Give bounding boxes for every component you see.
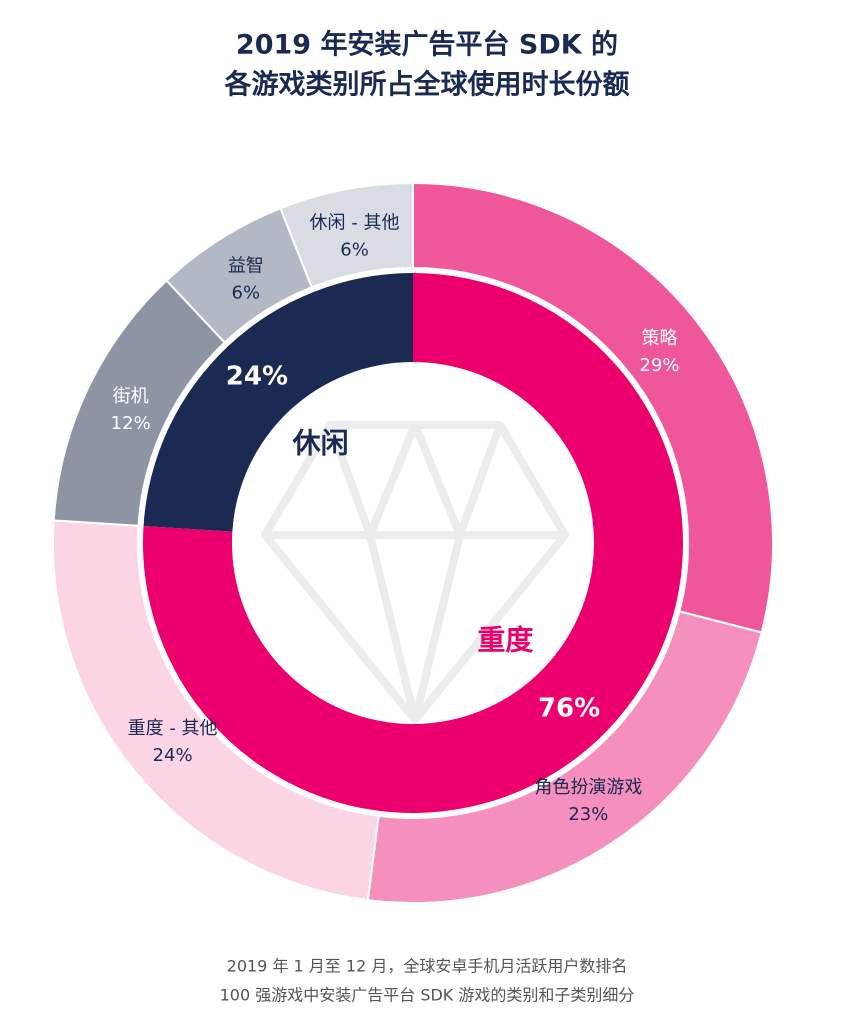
value-label: 6%	[232, 283, 261, 304]
donut-segment	[412, 181, 774, 634]
value-label: 24%	[153, 745, 193, 766]
category-label: 重度	[477, 623, 533, 656]
category-label: 角色扮演游戏	[534, 777, 642, 798]
value-label: 23%	[568, 804, 608, 825]
value-label: 6%	[340, 240, 369, 261]
category-label: 重度 - 其他	[128, 718, 218, 739]
value-label: 24%	[226, 361, 288, 391]
value-label: 76%	[538, 694, 600, 724]
footnote: 100 强游戏中安装广告平台 SDK 游戏的类别和子类别细分	[220, 986, 635, 1005]
category-label: 街机	[113, 386, 149, 407]
diamond-decoration	[261, 421, 569, 724]
category-label: 休闲 - 其他	[310, 213, 400, 234]
donut-segment	[143, 273, 413, 532]
value-label: 29%	[640, 355, 680, 376]
donut-segment	[279, 181, 414, 289]
chart-title: 各游戏类别所占全球使用时长份额	[224, 69, 630, 101]
value-label: 12%	[111, 413, 151, 434]
footnote: 2019 年 1 月至 12 月，全球安卓手机月活跃用户数排名	[227, 957, 628, 976]
chart-title: 2019 年安装广告平台 SDK 的	[236, 29, 618, 61]
labels: 76% 重度 24% 休闲 策略 29% 角色扮演游戏 23% 重度 - 其他 24% 街机 12% 益…	[111, 213, 680, 826]
category-label: 益智	[228, 256, 264, 277]
donut-segment	[143, 273, 684, 813]
category-label: 策略	[642, 328, 678, 349]
category-label: 休闲	[292, 427, 349, 460]
donut	[52, 181, 774, 904]
